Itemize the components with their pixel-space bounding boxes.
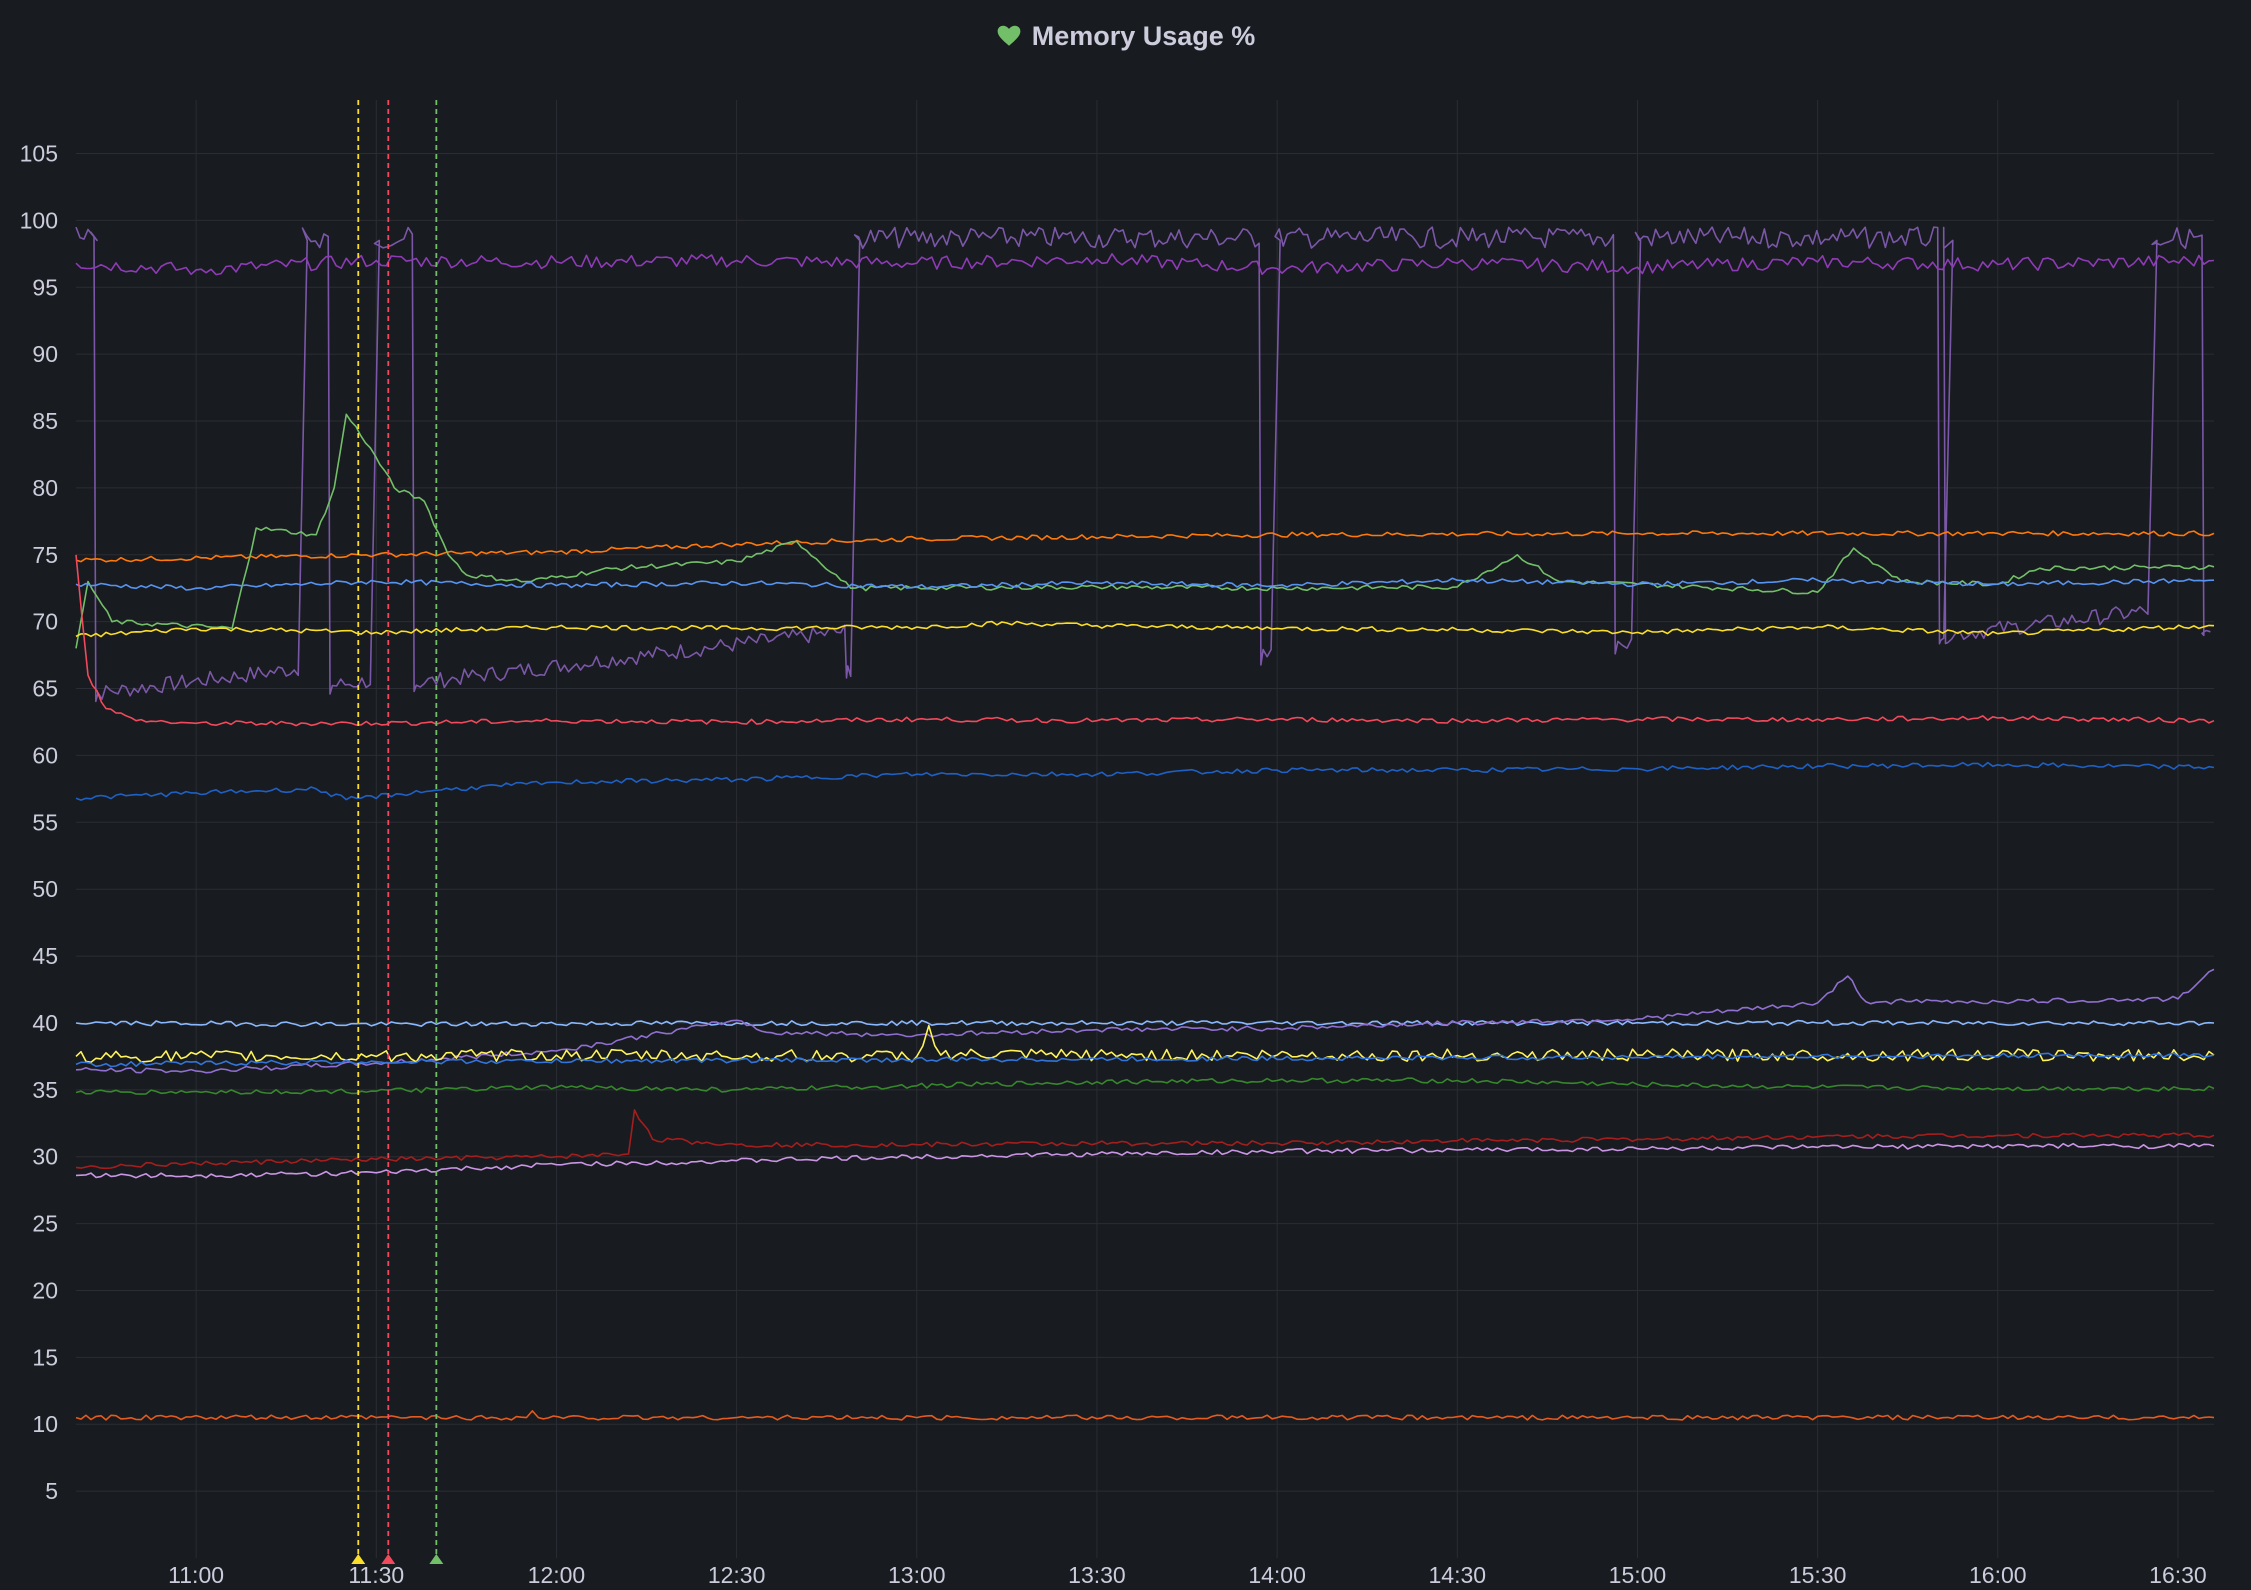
- y-tick-label: 35: [32, 1077, 58, 1103]
- series-line: [75, 1142, 2215, 1179]
- x-tick-label: 12:30: [708, 1562, 766, 1588]
- y-tick-label: 25: [32, 1211, 58, 1237]
- y-tick-label: 75: [32, 542, 58, 568]
- y-tick-label: 15: [32, 1344, 58, 1370]
- series-line: [75, 620, 2215, 638]
- y-tick-label: 65: [32, 676, 58, 702]
- y-tick-label: 70: [32, 609, 58, 635]
- series-line: [75, 1052, 2215, 1068]
- y-tick-label: 5: [45, 1478, 58, 1504]
- y-tick-label: 40: [32, 1010, 58, 1036]
- x-tick-label: 16:00: [1969, 1562, 2027, 1588]
- series-line: [75, 1077, 2215, 1095]
- y-tick-label: 60: [32, 742, 58, 768]
- panel-header[interactable]: Memory Usage %: [0, 14, 2251, 58]
- y-tick-label: 50: [32, 876, 58, 902]
- x-tick-label: 15:30: [1789, 1562, 1847, 1588]
- y-tick-label: 45: [32, 943, 58, 969]
- series-line: [75, 1019, 2215, 1027]
- x-tick-label: 13:00: [888, 1562, 946, 1588]
- x-tick-label: 13:30: [1068, 1562, 1126, 1588]
- y-tick-label: 55: [32, 809, 58, 835]
- series-line: [75, 577, 2215, 591]
- y-tick-label: 85: [32, 408, 58, 434]
- panel-title: Memory Usage %: [1031, 20, 1256, 51]
- y-tick-label: 100: [20, 207, 58, 233]
- series-line: [75, 1410, 2215, 1421]
- y-tick-label: 20: [32, 1277, 58, 1303]
- annotation-marker: [351, 1554, 366, 1564]
- annotation-marker: [381, 1554, 396, 1564]
- x-tick-label: 14:00: [1248, 1562, 1306, 1588]
- series-line: [75, 413, 2215, 649]
- y-tick-label: 95: [32, 274, 58, 300]
- y-tick-label: 80: [32, 475, 58, 501]
- series-line: [75, 226, 2211, 703]
- series-line: [75, 554, 2215, 727]
- y-tick-label: 105: [20, 141, 58, 167]
- x-tick-label: 16:30: [2149, 1562, 2207, 1588]
- series-line: [75, 253, 2215, 276]
- y-tick-label: 10: [32, 1411, 58, 1437]
- y-tick-label: 30: [32, 1144, 58, 1170]
- series-line: [75, 530, 2215, 563]
- x-tick-label: 15:00: [1609, 1562, 1667, 1588]
- x-tick-label: 11:30: [348, 1562, 404, 1588]
- series-line: [75, 761, 2215, 801]
- heart-icon: [997, 25, 1021, 46]
- x-tick-label: 14:30: [1429, 1562, 1487, 1588]
- series-line: [75, 1109, 2215, 1170]
- x-tick-label: 11:00: [168, 1562, 224, 1588]
- x-tick-label: 12:00: [528, 1562, 586, 1588]
- y-tick-label: 90: [32, 341, 58, 367]
- series-line: [75, 968, 2215, 1074]
- annotation-marker: [429, 1554, 444, 1564]
